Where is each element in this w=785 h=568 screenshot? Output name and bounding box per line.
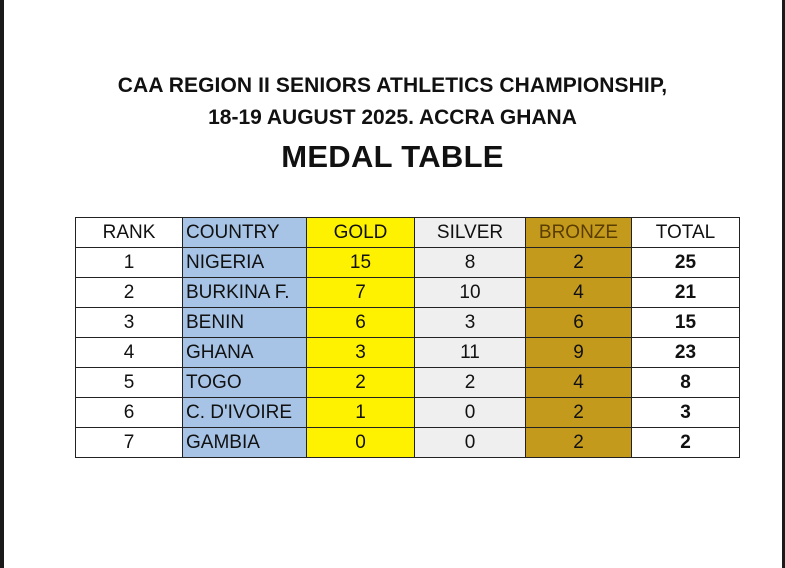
event-title: CAA REGION II SENIORS ATHLETICS CHAMPION… bbox=[117, 74, 668, 97]
table-row: 7 GAMBIA 0 0 2 2 bbox=[75, 427, 740, 458]
gold-cell: 1 bbox=[306, 397, 415, 428]
rank-cell: 5 bbox=[75, 367, 183, 398]
bronze-cell: 2 bbox=[525, 397, 632, 428]
country-cell: GAMBIA bbox=[182, 427, 307, 458]
event-date-location: 18-19 AUGUST 2025. ACCRA GHANA bbox=[208, 106, 577, 129]
table-row: 3 BENIN 6 3 6 15 bbox=[75, 307, 740, 338]
silver-cell: 11 bbox=[414, 337, 526, 368]
column-header-total: TOTAL bbox=[631, 217, 740, 248]
document-header: CAA REGION II SENIORS ATHLETICS CHAMPION… bbox=[0, 72, 785, 177]
silver-cell: 0 bbox=[414, 397, 526, 428]
table-row: 1 NIGERIA 15 8 2 25 bbox=[75, 247, 740, 278]
gold-cell: 7 bbox=[306, 277, 415, 308]
bronze-cell: 4 bbox=[525, 277, 632, 308]
column-header-bronze: BRONZE bbox=[525, 217, 632, 248]
rank-cell: 6 bbox=[75, 397, 183, 428]
bronze-cell: 2 bbox=[525, 427, 632, 458]
rank-cell: 7 bbox=[75, 427, 183, 458]
country-cell: NIGERIA bbox=[182, 247, 307, 278]
total-cell: 8 bbox=[631, 367, 740, 398]
column-header-silver: SILVER bbox=[414, 217, 526, 248]
bronze-cell: 4 bbox=[525, 367, 632, 398]
silver-cell: 10 bbox=[414, 277, 526, 308]
total-cell: 15 bbox=[631, 307, 740, 338]
table-row: 2 BURKINA F. 7 10 4 21 bbox=[75, 277, 740, 308]
gold-cell: 6 bbox=[306, 307, 415, 338]
left-edge-bar bbox=[0, 0, 4, 568]
bronze-cell: 2 bbox=[525, 247, 632, 278]
country-cell: BENIN bbox=[182, 307, 307, 338]
total-cell: 3 bbox=[631, 397, 740, 428]
gold-cell: 0 bbox=[306, 427, 415, 458]
total-cell: 25 bbox=[631, 247, 740, 278]
gold-cell: 15 bbox=[306, 247, 415, 278]
rank-cell: 4 bbox=[75, 337, 183, 368]
column-header-country: COUNTRY bbox=[182, 217, 307, 248]
silver-cell: 2 bbox=[414, 367, 526, 398]
column-header-gold: GOLD bbox=[306, 217, 415, 248]
total-cell: 2 bbox=[631, 427, 740, 458]
gold-cell: 3 bbox=[306, 337, 415, 368]
table-row: 5 TOGO 2 2 4 8 bbox=[75, 367, 740, 398]
total-cell: 21 bbox=[631, 277, 740, 308]
silver-cell: 8 bbox=[414, 247, 526, 278]
table-row: 4 GHANA 3 11 9 23 bbox=[75, 337, 740, 368]
gold-cell: 2 bbox=[306, 367, 415, 398]
medal-table: RANK COUNTRY GOLD SILVER BRONZE TOTAL 1 … bbox=[75, 217, 740, 458]
bronze-cell: 6 bbox=[525, 307, 632, 338]
page-title: MEDAL TABLE bbox=[281, 139, 504, 174]
table-row: 6 C. D'IVOIRE 1 0 2 3 bbox=[75, 397, 740, 428]
country-cell: GHANA bbox=[182, 337, 307, 368]
bronze-cell: 9 bbox=[525, 337, 632, 368]
silver-cell: 0 bbox=[414, 427, 526, 458]
country-cell: TOGO bbox=[182, 367, 307, 398]
rank-cell: 1 bbox=[75, 247, 183, 278]
column-header-rank: RANK bbox=[75, 217, 183, 248]
total-cell: 23 bbox=[631, 337, 740, 368]
table-header-row: RANK COUNTRY GOLD SILVER BRONZE TOTAL bbox=[75, 217, 740, 248]
country-cell: C. D'IVOIRE bbox=[182, 397, 307, 428]
right-edge-bar bbox=[782, 0, 785, 568]
rank-cell: 3 bbox=[75, 307, 183, 338]
rank-cell: 2 bbox=[75, 277, 183, 308]
country-cell: BURKINA F. bbox=[182, 277, 307, 308]
silver-cell: 3 bbox=[414, 307, 526, 338]
